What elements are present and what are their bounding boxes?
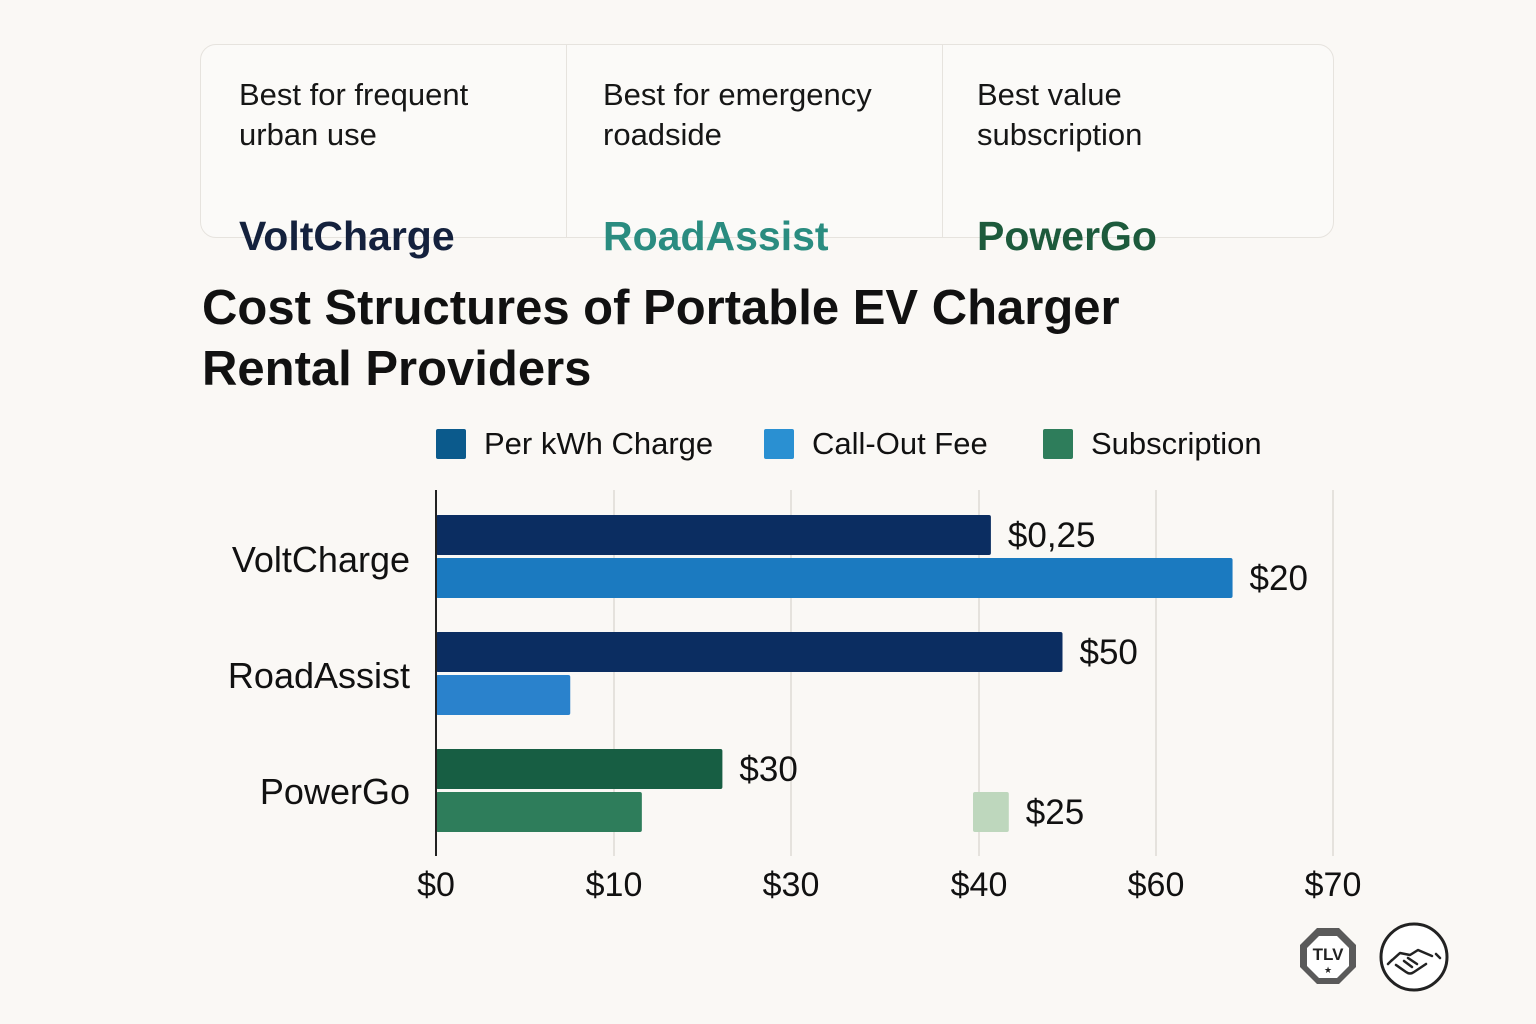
category-label: VoltCharge xyxy=(232,539,410,580)
bar-value-label: $25 xyxy=(1026,793,1084,832)
x-tick-label: $70 xyxy=(1305,866,1362,904)
chart-title-line: Cost Structures of Portable EV Charger xyxy=(202,281,1120,335)
card-description-line: Best value xyxy=(977,77,1122,112)
badge-seal-text: TLV xyxy=(1313,945,1345,964)
chart-title-line: Rental Providers xyxy=(202,342,592,396)
category-label: PowerGo xyxy=(260,771,410,812)
bar-powergo xyxy=(973,792,1009,832)
legend-swatch xyxy=(1043,429,1073,459)
octagon-seal-icon: TLV ★ xyxy=(1300,928,1356,984)
card-description: Best for frequent urban use xyxy=(239,75,468,155)
bar-roadassist xyxy=(436,632,1063,672)
x-tick-label: $10 xyxy=(586,866,643,904)
card-description-line: subscription xyxy=(977,117,1143,152)
legend-swatch xyxy=(764,429,794,459)
provider-summary-cards: Best for frequent urban use VoltCharge B… xyxy=(200,44,1334,259)
bar-value-label: $0,25 xyxy=(1008,516,1096,555)
card-description-line: urban use xyxy=(239,117,377,152)
svg-text:★: ★ xyxy=(1324,966,1332,976)
x-tick-label: $60 xyxy=(1128,866,1185,904)
bar-value-label: $50 xyxy=(1080,633,1138,672)
x-tick-label: $0 xyxy=(417,866,455,904)
legend-label: Call-Out Fee xyxy=(812,426,988,461)
card-description-line: roadside xyxy=(603,117,722,152)
card-brand-name: PowerGo xyxy=(977,213,1157,259)
handshake-icon xyxy=(1379,922,1449,992)
badges: TLV ★ xyxy=(1300,922,1449,992)
bar-roadassist xyxy=(436,675,571,715)
legend-label: Per kWh Charge xyxy=(484,426,714,461)
x-tick-label: $30 xyxy=(763,866,820,904)
chart-title: Cost Structures of Portable EV Charger R… xyxy=(202,278,1202,400)
card-description-line: Best for emergency xyxy=(603,77,872,112)
card-description: Best value subscription xyxy=(977,75,1142,155)
card-description-line: Best for frequent xyxy=(239,77,469,112)
bar-powergo xyxy=(436,749,723,789)
legend-label: Subscription xyxy=(1091,426,1262,461)
card-brand-name: RoadAssist xyxy=(603,213,829,259)
card-description: Best for emergency roadside xyxy=(603,75,872,155)
bar-value-label: $30 xyxy=(739,750,797,789)
bar-value-label: $20 xyxy=(1250,559,1308,598)
legend-swatch xyxy=(436,429,466,459)
card-brand-name: VoltCharge xyxy=(239,213,455,259)
category-label: RoadAssist xyxy=(228,655,410,696)
bar-powergo xyxy=(436,792,642,832)
summary-card-roadassist: Best for emergency roadside RoadAssist xyxy=(566,45,942,259)
x-tick-label: $40 xyxy=(951,866,1008,904)
summary-card-voltcharge: Best for frequent urban use VoltCharge xyxy=(201,45,566,259)
bar-voltcharge xyxy=(436,558,1233,598)
summary-card-powergo: Best value subscription PowerGo xyxy=(942,45,1333,259)
bar-voltcharge xyxy=(436,515,991,555)
